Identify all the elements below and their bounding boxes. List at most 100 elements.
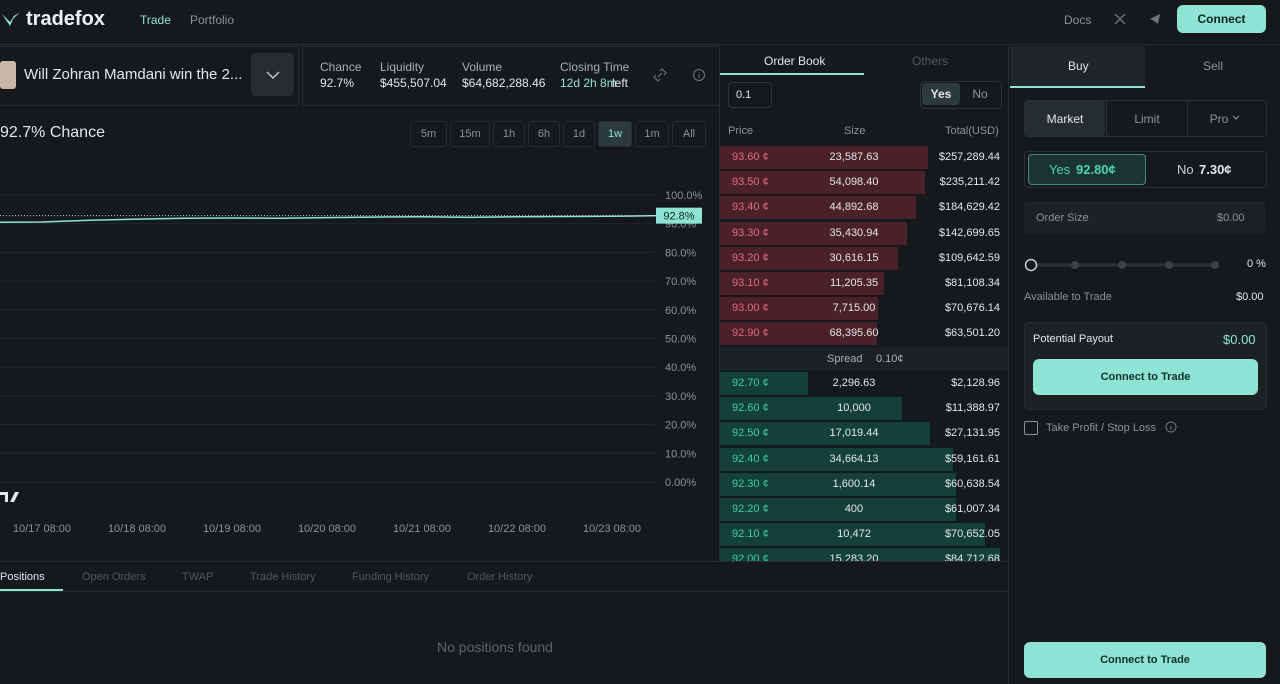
toggle-no[interactable]: No: [972, 87, 988, 101]
timeframe-button[interactable]: 1w: [598, 121, 632, 147]
depth-bar: [720, 523, 985, 547]
price: 92.50 ¢: [732, 427, 769, 440]
spread-value: 0.10¢: [876, 353, 904, 365]
total: $2,128.96: [951, 377, 1000, 389]
positions-tab[interactable]: Funding History: [352, 571, 430, 583]
y-tick-label: 30.0%: [665, 391, 696, 403]
stat-label: Volume: [462, 60, 503, 74]
positions-tab-underline: [0, 589, 63, 591]
x-tick-label: 10/23 08:00: [583, 523, 641, 535]
no-price[interactable]: 7.30¢: [1199, 162, 1232, 177]
size: 34,664.13: [829, 452, 879, 465]
slider[interactable]: [1024, 257, 1224, 273]
price: 92.10 ¢: [732, 528, 769, 541]
timeframe-button[interactable]: 6h: [528, 121, 560, 147]
logo-icon: [2, 12, 20, 26]
stat-label: Closing Time: [560, 60, 630, 74]
order-type-active[interactable]: Market: [1025, 101, 1105, 136]
x-icon[interactable]: [1114, 13, 1126, 25]
total: $27,131.95: [944, 427, 1000, 440]
timeframe-button[interactable]: All: [672, 121, 706, 147]
no-label[interactable]: No: [1177, 162, 1194, 177]
total: $61,007.34: [944, 503, 1000, 515]
x-tick-label: 10/19 08:00: [203, 523, 261, 535]
positions-tab[interactable]: TWAP: [182, 571, 214, 583]
toggle-yes[interactable]: Yes: [922, 83, 960, 105]
price: 93.50 ¢: [732, 176, 769, 189]
size: 2,296.63: [832, 377, 876, 389]
connect-button[interactable]: Connect: [1177, 5, 1266, 33]
positions-tab[interactable]: Order History: [467, 571, 533, 583]
depth-bar: [720, 372, 808, 395]
y-tick-label: 100.0%: [665, 190, 703, 202]
total: $70,676.14: [944, 302, 1000, 315]
chart: 0.00% 10.0% 20.0% 30.0% 40.0% 50.0% 60.0% 70.0%…: [0, 190, 703, 535]
positions-tab[interactable]: Open Orders: [82, 571, 146, 583]
order-type[interactable]: Limit: [1106, 101, 1187, 136]
depth-bar: [720, 498, 956, 521]
precision-select[interactable]: [728, 82, 772, 108]
timeframe-button[interactable]: 1m: [635, 121, 669, 147]
connect-to-trade-button[interactable]: Connect to Trade: [1033, 359, 1258, 395]
market-avatar: [0, 61, 16, 89]
side-tab-active[interactable]: [1010, 46, 1145, 88]
size: 17,019.44: [829, 427, 879, 440]
info-icon[interactable]: [692, 68, 706, 82]
depth-bar: [720, 548, 1000, 561]
total: $142,699.65: [938, 226, 1000, 239]
timeframe-button[interactable]: 15m: [450, 121, 490, 147]
positions-tab[interactable]: Positions: [0, 571, 45, 583]
size: 35,430.94: [829, 226, 879, 239]
price: 92.70 ¢: [732, 377, 769, 389]
price: 93.60 ¢: [732, 151, 769, 163]
y-tick-label: 60.0%: [665, 305, 696, 317]
tpsl-checkbox[interactable]: [1024, 421, 1038, 435]
market-selector[interactable]: [0, 46, 299, 106]
tradingview-logo: [0, 492, 19, 502]
yes-button[interactable]: [1028, 154, 1146, 185]
tpsl-label: Take Profit / Stop Loss: [1046, 422, 1157, 434]
tab[interactable]: Others: [912, 54, 949, 68]
spread-row: [720, 347, 1008, 371]
total: $63,501.20: [944, 327, 1000, 340]
info-icon: [1165, 421, 1177, 433]
stat-value: 12d 2h 8m: [560, 76, 617, 90]
col-header: Price: [728, 125, 754, 137]
telegram-icon[interactable]: [1149, 13, 1161, 25]
positions-tab[interactable]: Trade History: [250, 571, 316, 583]
col-header: Total(USD): [945, 125, 999, 137]
x-tick-label: 10/21 08:00: [393, 523, 451, 535]
docs-link[interactable]: Docs: [1064, 13, 1092, 27]
timeframe-button[interactable]: 1d: [563, 121, 595, 147]
size: 7,715.00: [832, 302, 876, 315]
order-type[interactable]: Pro: [1187, 101, 1250, 136]
nav-link[interactable]: Portfolio: [190, 13, 235, 27]
yes-price: 92.80¢: [1076, 162, 1116, 177]
side-tab[interactable]: Sell: [1203, 59, 1224, 73]
link-icon[interactable]: [653, 68, 667, 82]
payout-label: Potential Payout: [1033, 333, 1114, 345]
size: 23,587.63: [829, 151, 879, 163]
size: 10,472: [837, 528, 871, 541]
timeframe-button[interactable]: 1h: [493, 121, 525, 147]
total: $59,161.61: [944, 452, 1000, 465]
order-type-group: [1024, 100, 1267, 137]
stat-value: $455,507.04: [380, 76, 447, 90]
side-tab[interactable]: Buy: [1068, 59, 1089, 73]
y-tick-label: 10.0%: [665, 448, 696, 460]
tab[interactable]: Order Book: [764, 54, 826, 68]
bottom-connect-button[interactable]: Connect to Trade: [1024, 642, 1266, 678]
price: 93.30 ¢: [732, 226, 769, 239]
depth-bar: [720, 196, 916, 220]
empty-state: No positions found: [437, 639, 553, 655]
timeframe-button[interactable]: 5m: [410, 121, 447, 147]
depth-bar: [720, 272, 884, 295]
x-tick-label: 10/17 08:00: [13, 523, 71, 535]
total: $70,652.05: [944, 528, 1000, 541]
y-tick-label: 20.0%: [665, 420, 696, 432]
dropdown-button[interactable]: [251, 53, 294, 96]
slider-value: 0 %: [1247, 258, 1266, 270]
size: 30,616.15: [829, 251, 879, 264]
order-size-input[interactable]: [1024, 201, 1265, 234]
nav-link[interactable]: Trade: [140, 13, 171, 27]
